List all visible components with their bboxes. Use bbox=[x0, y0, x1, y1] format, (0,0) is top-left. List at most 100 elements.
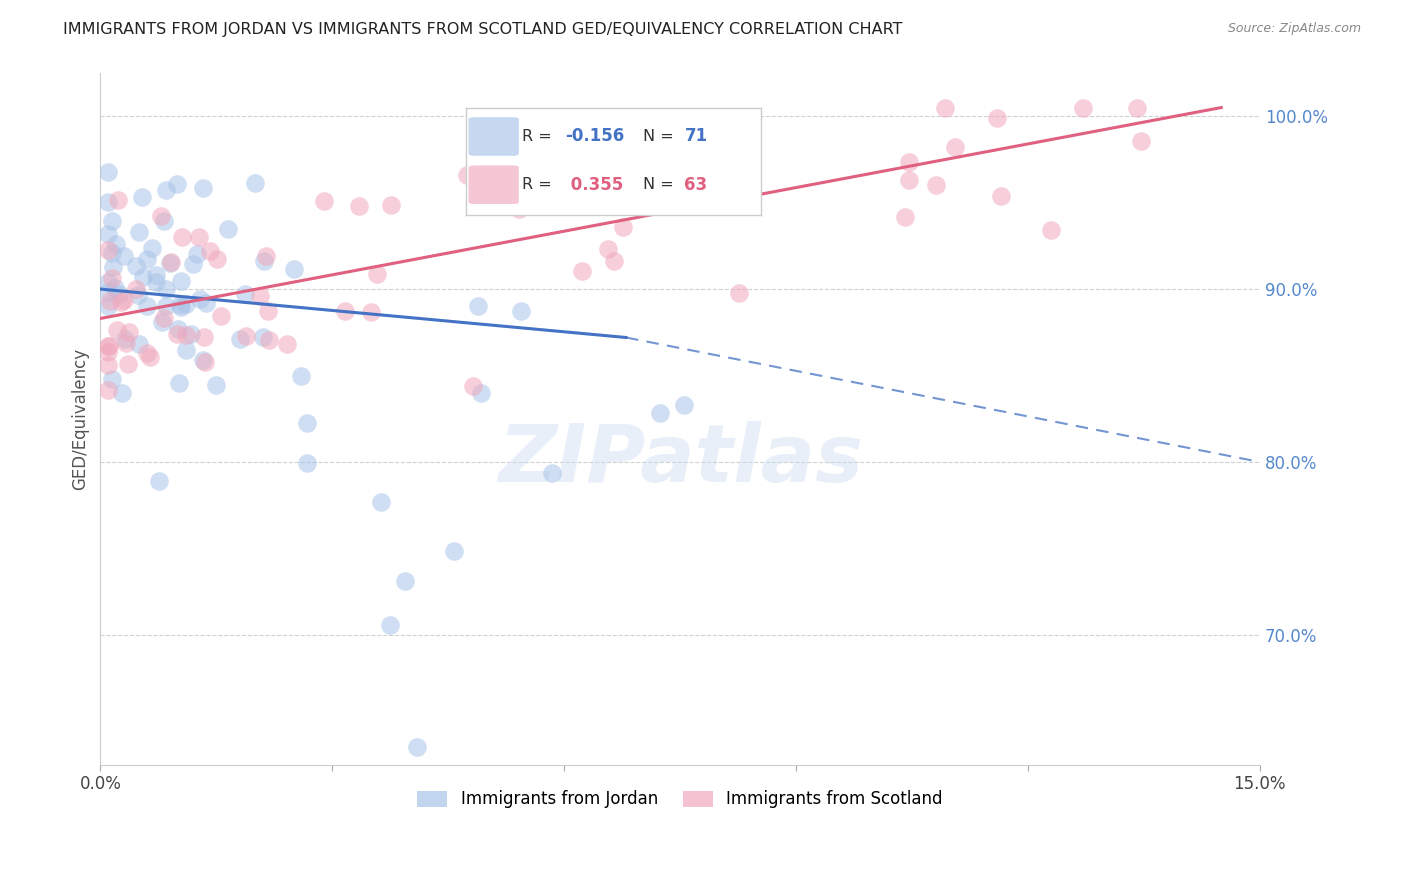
Point bbox=[135, 252, 157, 267]
Point bbox=[100, 245, 122, 260]
Point bbox=[107, 193, 129, 207]
Point bbox=[256, 304, 278, 318]
Point bbox=[612, 220, 634, 235]
Point bbox=[470, 386, 492, 401]
Point bbox=[97, 358, 120, 372]
Point bbox=[174, 296, 197, 310]
Point bbox=[571, 264, 593, 278]
Point bbox=[209, 310, 232, 324]
Point bbox=[110, 294, 132, 309]
Point bbox=[159, 256, 181, 270]
Point bbox=[650, 406, 672, 420]
Point bbox=[335, 303, 357, 318]
Point bbox=[252, 330, 274, 344]
Point bbox=[117, 357, 139, 371]
Point bbox=[148, 474, 170, 488]
Y-axis label: GED/Equivalency: GED/Equivalency bbox=[72, 348, 89, 490]
Point bbox=[97, 275, 120, 289]
Point bbox=[111, 386, 134, 401]
Point bbox=[249, 289, 271, 303]
Point bbox=[170, 301, 193, 315]
Point bbox=[118, 326, 141, 340]
Point bbox=[153, 311, 176, 326]
Point bbox=[180, 327, 202, 342]
Point bbox=[1126, 101, 1149, 115]
Point bbox=[145, 268, 167, 282]
Point bbox=[101, 260, 124, 274]
Point bbox=[128, 225, 150, 239]
Point bbox=[136, 346, 159, 360]
Point bbox=[198, 244, 221, 258]
Point bbox=[986, 111, 1008, 125]
Point bbox=[541, 466, 564, 480]
Point bbox=[990, 188, 1012, 202]
Point bbox=[283, 261, 305, 276]
Point bbox=[149, 209, 172, 223]
Point bbox=[97, 299, 120, 313]
Point bbox=[145, 276, 167, 290]
Point bbox=[160, 254, 183, 268]
Point bbox=[1130, 134, 1153, 148]
Point bbox=[186, 246, 208, 260]
Point bbox=[243, 176, 266, 190]
Legend: Immigrants from Jordan, Immigrants from Scotland: Immigrants from Jordan, Immigrants from … bbox=[411, 784, 949, 815]
Point bbox=[101, 214, 124, 228]
Point bbox=[150, 315, 173, 329]
Point bbox=[172, 230, 194, 244]
Point bbox=[193, 330, 215, 344]
Point bbox=[897, 154, 920, 169]
Point bbox=[104, 236, 127, 251]
Point bbox=[105, 323, 128, 337]
Point bbox=[97, 345, 120, 359]
Point bbox=[98, 293, 121, 308]
Point bbox=[894, 210, 917, 224]
Point bbox=[598, 242, 620, 256]
Point bbox=[276, 337, 298, 351]
Point bbox=[728, 286, 751, 301]
Point bbox=[97, 195, 120, 210]
Point bbox=[233, 286, 256, 301]
Point bbox=[181, 257, 204, 271]
Point bbox=[174, 328, 197, 343]
Point bbox=[508, 202, 530, 216]
Point bbox=[217, 222, 239, 236]
Point bbox=[188, 292, 211, 306]
Point bbox=[127, 287, 149, 301]
Point bbox=[136, 299, 159, 313]
Point bbox=[169, 298, 191, 312]
Point bbox=[1040, 223, 1063, 237]
Point bbox=[1071, 101, 1094, 115]
Point bbox=[125, 282, 148, 296]
Point bbox=[101, 271, 124, 285]
Point bbox=[314, 194, 336, 208]
Point bbox=[101, 372, 124, 386]
Text: IMMIGRANTS FROM JORDAN VS IMMIGRANTS FROM SCOTLAND GED/EQUIVALENCY CORRELATION C: IMMIGRANTS FROM JORDAN VS IMMIGRANTS FRO… bbox=[63, 22, 903, 37]
Point bbox=[194, 295, 217, 310]
Point bbox=[153, 213, 176, 227]
Point bbox=[141, 242, 163, 256]
Point bbox=[461, 378, 484, 392]
Point bbox=[456, 169, 478, 183]
Point bbox=[510, 304, 533, 318]
Point bbox=[290, 368, 312, 383]
Point bbox=[114, 332, 136, 346]
Point bbox=[380, 198, 402, 212]
Point bbox=[97, 384, 120, 398]
Text: ZIPatlas: ZIPatlas bbox=[498, 421, 863, 500]
Point bbox=[167, 376, 190, 390]
Point bbox=[97, 243, 120, 257]
Point bbox=[295, 417, 318, 431]
Point bbox=[934, 101, 956, 115]
Point bbox=[97, 227, 120, 241]
Point bbox=[166, 326, 188, 341]
Point bbox=[925, 178, 948, 192]
Point bbox=[205, 252, 228, 267]
Point bbox=[380, 618, 402, 632]
Point bbox=[112, 293, 135, 308]
Text: Source: ZipAtlas.com: Source: ZipAtlas.com bbox=[1227, 22, 1361, 36]
Point bbox=[139, 350, 162, 364]
Point bbox=[128, 337, 150, 351]
Point bbox=[155, 281, 177, 295]
Point bbox=[174, 343, 197, 357]
Point bbox=[253, 253, 276, 268]
